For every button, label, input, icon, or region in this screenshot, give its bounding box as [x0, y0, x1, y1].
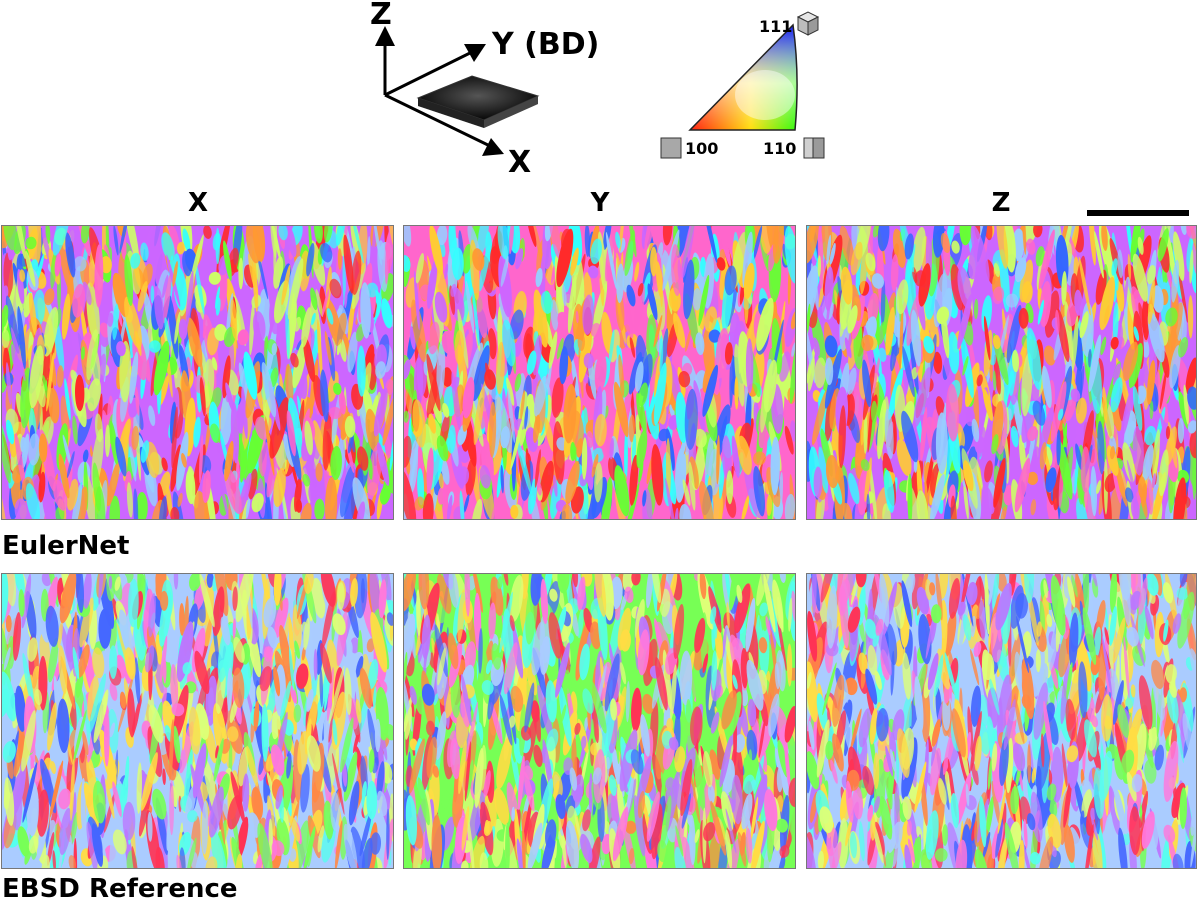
grain-texture: [2, 226, 393, 519]
row-label-ebsd-reference: EBSD Reference: [2, 876, 238, 902]
axis-x-label: X: [508, 148, 531, 178]
cube-111-icon: [798, 12, 818, 35]
axis-z-label: Z: [370, 0, 392, 30]
scale-bar: [1087, 210, 1189, 216]
orientation-map-eulernet-x: [1, 225, 394, 520]
ipf-label-110: 110: [763, 141, 796, 157]
grain-texture: [807, 574, 1196, 868]
coordinate-frame: Z Y (BD) X: [360, 0, 620, 180]
orientation-map-eulernet-z: [806, 225, 1197, 520]
square-100-icon: [661, 138, 681, 158]
column-header-x: X: [0, 190, 396, 216]
ipf-color-key: 111 100 110: [655, 5, 835, 165]
grain-texture: [404, 574, 795, 868]
axis-y-label: Y (BD): [492, 30, 599, 60]
ipf-triangle-icon: [655, 5, 835, 165]
orientation-map-eulernet-y: [403, 225, 796, 520]
ipf-label-100: 100: [685, 141, 718, 157]
orientation-map-ebsd-y: [403, 573, 796, 869]
ipf-label-111: 111: [759, 19, 792, 35]
orientation-map-ebsd-x: [1, 573, 394, 869]
square-110-icon: [804, 138, 824, 158]
column-header-y: Y: [404, 190, 796, 216]
grain-texture: [2, 574, 393, 868]
orientation-map-ebsd-z: [806, 573, 1197, 869]
grain-texture: [807, 226, 1196, 519]
row-label-eulernet: EulerNet: [2, 533, 129, 559]
grain-texture: [404, 226, 795, 519]
